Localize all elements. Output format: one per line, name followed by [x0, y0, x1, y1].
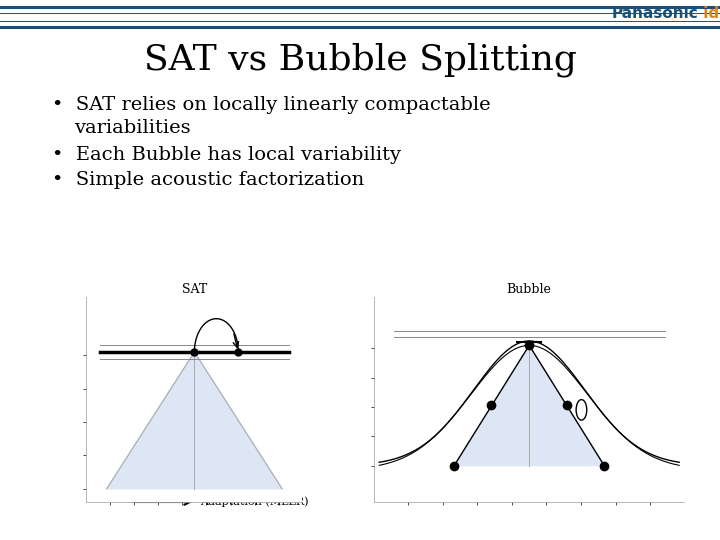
Title: SAT: SAT	[181, 283, 207, 296]
Text: ideas for life: ideas for life	[698, 6, 720, 22]
Text: •  Simple acoustic factorization: • Simple acoustic factorization	[52, 171, 364, 189]
Polygon shape	[107, 352, 282, 489]
Text: Adaptation (MLLR): Adaptation (MLLR)	[200, 497, 308, 507]
Text: •  Each Bubble has local variability: • Each Bubble has local variability	[52, 146, 401, 164]
Polygon shape	[454, 346, 604, 465]
Text: Panasonic: Panasonic	[611, 6, 698, 22]
Text: •  SAT relies on locally linearly compactable: • SAT relies on locally linearly compact…	[52, 96, 490, 114]
Text: variabilities: variabilities	[74, 119, 191, 137]
Text: SAT vs Bubble Splitting: SAT vs Bubble Splitting	[143, 43, 577, 77]
Title: Bubble: Bubble	[507, 283, 552, 296]
